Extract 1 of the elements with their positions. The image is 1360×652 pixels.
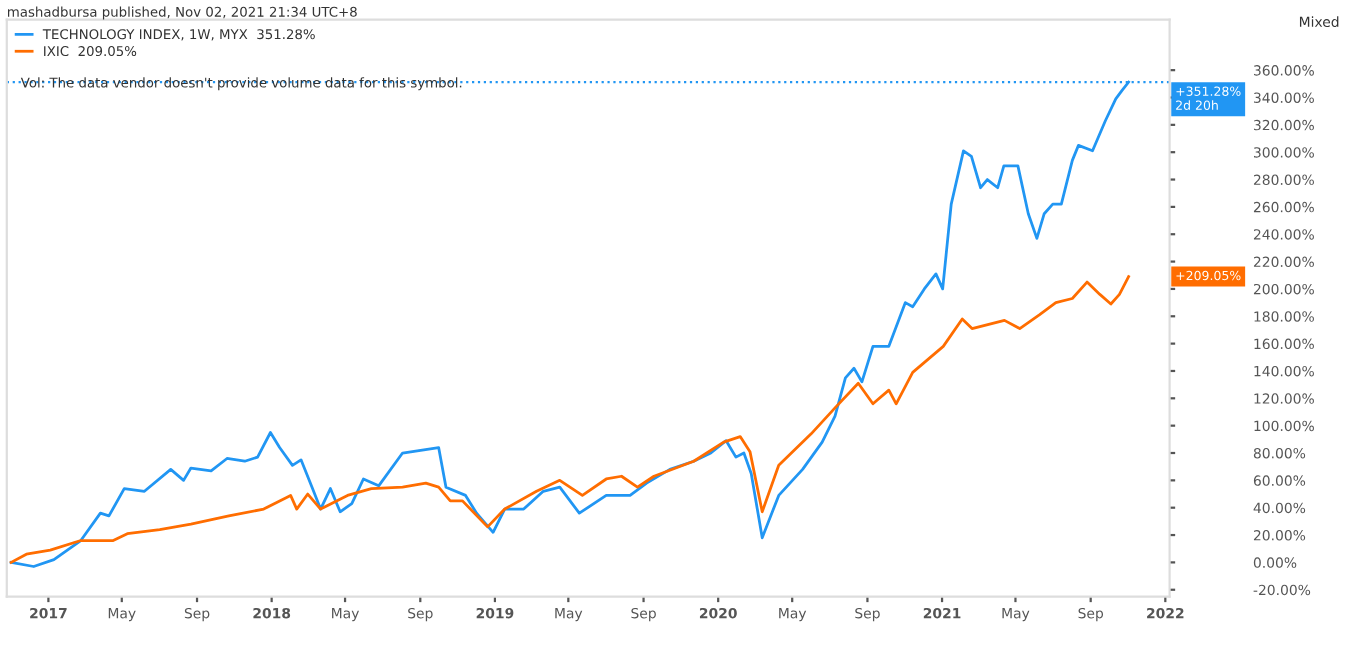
line-series <box>9 275 1131 564</box>
